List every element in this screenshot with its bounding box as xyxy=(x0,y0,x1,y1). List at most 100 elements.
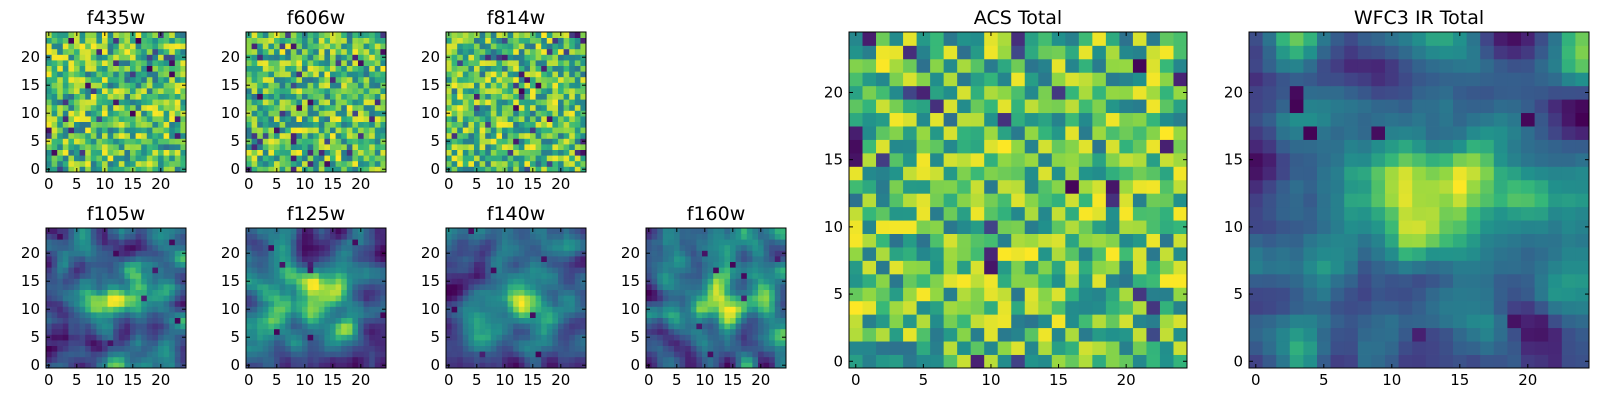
heatmap-cell xyxy=(279,233,286,240)
heatmap-cell xyxy=(152,144,159,150)
heatmap-cell xyxy=(957,273,972,288)
heatmap-cell xyxy=(352,356,359,363)
heatmap-cell xyxy=(518,71,525,78)
heatmap-cell xyxy=(518,138,525,145)
heatmap-cell xyxy=(257,93,264,100)
heatmap-cell xyxy=(85,104,92,111)
heatmap-cell xyxy=(163,239,170,246)
heatmap-cell xyxy=(485,233,492,240)
heatmap-cell xyxy=(290,37,297,44)
heatmap-cell xyxy=(152,127,159,134)
x-tick-label: 10 xyxy=(495,371,514,389)
heatmap-cell xyxy=(569,306,576,313)
heatmap-cell xyxy=(485,340,492,346)
heatmap-cell xyxy=(558,284,564,290)
heatmap-cell xyxy=(85,116,92,122)
heatmap-cell xyxy=(724,261,731,268)
heatmap-cell xyxy=(285,54,292,61)
heatmap-cell xyxy=(369,328,376,335)
heatmap-cell xyxy=(457,323,464,330)
heatmap-cell xyxy=(335,138,342,145)
y-tick-label: 0 xyxy=(30,356,40,374)
heatmap-cell xyxy=(158,155,164,162)
heatmap-cell xyxy=(163,54,170,61)
heatmap-cell xyxy=(352,166,359,173)
heatmap-cell xyxy=(474,160,480,167)
heatmap-cell xyxy=(163,306,170,313)
heatmap-cell xyxy=(330,317,336,324)
heatmap-cell xyxy=(374,88,381,94)
heatmap-cell xyxy=(96,88,103,94)
heatmap-cell xyxy=(546,233,553,240)
heatmap-cell xyxy=(541,132,548,139)
heatmap-cell xyxy=(490,351,497,358)
heatmap-cell xyxy=(479,261,486,268)
heatmap-cell xyxy=(279,160,286,167)
heatmap-cell xyxy=(524,323,531,330)
heatmap-cell xyxy=(130,323,136,330)
heatmap-cell xyxy=(702,289,708,296)
heatmap-cell xyxy=(763,267,770,274)
heatmap-cell xyxy=(330,312,336,318)
heatmap-cell xyxy=(903,206,917,221)
heatmap-cell xyxy=(369,127,376,134)
heatmap-cell xyxy=(474,284,480,290)
heatmap-cell xyxy=(552,345,559,352)
heatmap-cell xyxy=(485,317,492,324)
heatmap-cell xyxy=(916,314,931,329)
heatmap-cell xyxy=(79,138,86,145)
heatmap-cell xyxy=(451,300,458,307)
heatmap-cell xyxy=(546,144,553,150)
heatmap-cell xyxy=(496,284,503,290)
heatmap-cell xyxy=(552,228,559,234)
heatmap-cell xyxy=(569,60,576,66)
heatmap-cell xyxy=(257,239,264,246)
heatmap-cell xyxy=(246,256,252,262)
heatmap-cell xyxy=(335,149,342,156)
heatmap-cell xyxy=(251,267,258,274)
heatmap-cell xyxy=(518,127,525,134)
heatmap-cell xyxy=(169,244,176,251)
heatmap-cell xyxy=(563,138,570,145)
heatmap-cell xyxy=(313,334,320,341)
heatmap-cell xyxy=(943,260,958,275)
heatmap-cell xyxy=(679,244,686,251)
heatmap-cell xyxy=(107,60,114,66)
heatmap-cell xyxy=(174,362,181,369)
heatmap-cell xyxy=(352,65,359,72)
heatmap-cell xyxy=(174,256,181,262)
heatmap-cell xyxy=(518,43,525,50)
heatmap-cell xyxy=(485,144,492,150)
heatmap-cell xyxy=(580,37,587,44)
heatmap-cell xyxy=(68,71,75,78)
heatmap-cell xyxy=(358,104,364,111)
heatmap-cell xyxy=(668,233,675,240)
heatmap-cell xyxy=(546,317,553,324)
heatmap-cell xyxy=(180,272,187,279)
heatmap-cell xyxy=(552,317,559,324)
heatmap-cell xyxy=(341,328,348,335)
heatmap-cell xyxy=(146,37,153,44)
heatmap-cell xyxy=(163,88,170,94)
heatmap-cell xyxy=(146,278,153,285)
heatmap-cell xyxy=(530,261,536,268)
heatmap-cell xyxy=(524,155,531,162)
heatmap-cell xyxy=(118,278,125,285)
heatmap-cell xyxy=(274,261,280,268)
heatmap-cell xyxy=(574,351,581,358)
heatmap-cell xyxy=(1092,206,1107,221)
heatmap-cell xyxy=(446,295,452,302)
heatmap-cell xyxy=(152,300,159,307)
heatmap-cell xyxy=(552,71,559,78)
heatmap-cell xyxy=(546,116,553,122)
heatmap-cell xyxy=(279,250,286,257)
heatmap-cell xyxy=(62,244,69,251)
heatmap-cell xyxy=(490,340,497,346)
heatmap-cell xyxy=(307,300,314,307)
heatmap-cell xyxy=(889,179,904,194)
heatmap-cell xyxy=(780,328,787,335)
heatmap-cell xyxy=(146,340,153,346)
heatmap-cell xyxy=(290,228,297,234)
heatmap-cell xyxy=(363,312,370,318)
